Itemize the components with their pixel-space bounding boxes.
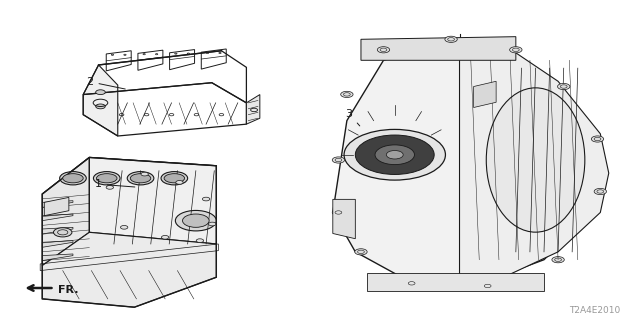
Circle shape — [96, 90, 105, 95]
Circle shape — [340, 91, 353, 98]
Ellipse shape — [131, 174, 151, 183]
Ellipse shape — [93, 172, 120, 185]
Polygon shape — [361, 37, 516, 60]
Polygon shape — [42, 254, 73, 260]
Ellipse shape — [486, 88, 585, 232]
Circle shape — [378, 47, 390, 53]
Circle shape — [406, 280, 418, 286]
Polygon shape — [42, 157, 216, 202]
Circle shape — [106, 186, 113, 189]
Circle shape — [120, 226, 128, 229]
Polygon shape — [367, 273, 544, 291]
Circle shape — [445, 36, 457, 42]
Ellipse shape — [164, 174, 184, 183]
Polygon shape — [90, 157, 216, 244]
Circle shape — [332, 157, 344, 163]
Ellipse shape — [63, 174, 83, 183]
Polygon shape — [42, 214, 73, 221]
Polygon shape — [44, 197, 69, 216]
Circle shape — [332, 209, 344, 216]
Polygon shape — [460, 42, 609, 278]
Circle shape — [96, 104, 105, 109]
Circle shape — [557, 84, 570, 90]
Polygon shape — [83, 65, 118, 136]
Ellipse shape — [97, 174, 117, 183]
Text: 1: 1 — [95, 179, 135, 189]
Circle shape — [54, 228, 72, 237]
Circle shape — [161, 236, 169, 239]
Circle shape — [375, 145, 415, 164]
Text: FR.: FR. — [58, 285, 78, 295]
Ellipse shape — [60, 172, 86, 185]
Polygon shape — [246, 95, 260, 124]
Circle shape — [202, 197, 210, 201]
Circle shape — [594, 188, 607, 195]
Circle shape — [509, 47, 522, 53]
Polygon shape — [42, 157, 90, 266]
Polygon shape — [333, 42, 600, 286]
Circle shape — [344, 129, 445, 180]
Circle shape — [481, 283, 494, 289]
Ellipse shape — [127, 172, 154, 185]
Circle shape — [387, 150, 403, 159]
Circle shape — [176, 180, 183, 184]
Circle shape — [182, 214, 209, 227]
Circle shape — [591, 136, 604, 142]
Text: 2: 2 — [86, 77, 125, 89]
Circle shape — [141, 172, 148, 176]
Circle shape — [175, 211, 216, 231]
Polygon shape — [42, 232, 216, 307]
Circle shape — [355, 249, 367, 255]
Text: T2A4E2010: T2A4E2010 — [570, 306, 621, 315]
Circle shape — [209, 222, 216, 226]
Circle shape — [552, 257, 564, 263]
Circle shape — [196, 239, 204, 243]
Polygon shape — [42, 227, 73, 234]
Circle shape — [355, 135, 434, 174]
Polygon shape — [474, 81, 496, 108]
Ellipse shape — [161, 172, 188, 185]
Text: 3: 3 — [346, 109, 360, 126]
Polygon shape — [42, 201, 73, 207]
Polygon shape — [333, 199, 355, 239]
Polygon shape — [42, 241, 73, 247]
